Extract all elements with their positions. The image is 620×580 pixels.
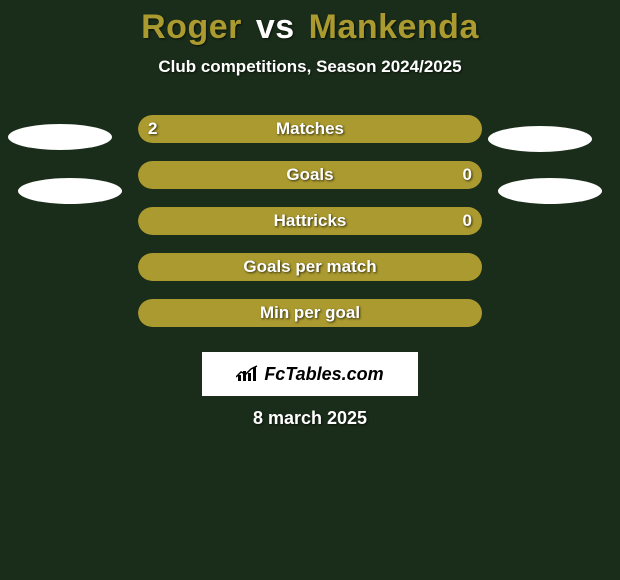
bar-track (138, 253, 482, 281)
stat-value-left: 2 (148, 115, 157, 143)
date-label: 8 march 2025 (0, 408, 620, 429)
stat-row: Goals per match (0, 253, 620, 281)
brand-text: FcTables.com (264, 364, 383, 385)
bar-track (138, 115, 482, 143)
player1-name: Roger (141, 8, 242, 46)
bar-left-fill (138, 207, 482, 235)
bar-track (138, 299, 482, 327)
chart-icon (236, 365, 258, 383)
stat-row: Hattricks0 (0, 207, 620, 235)
stat-row: Min per goal (0, 299, 620, 327)
subtitle: Club competitions, Season 2024/2025 (0, 57, 620, 77)
player2-name: Mankenda (309, 8, 479, 46)
vs-separator: vs (256, 8, 295, 46)
stat-value-right: 0 (463, 207, 472, 235)
bar-track (138, 161, 482, 189)
side-oval (488, 126, 592, 152)
stat-value-right: 0 (463, 161, 472, 189)
side-oval (498, 178, 602, 204)
brand-badge: FcTables.com (202, 352, 418, 396)
side-oval (18, 178, 122, 204)
bar-track (138, 207, 482, 235)
bar-left-fill (138, 253, 482, 281)
comparison-title: Roger vs Mankenda (0, 0, 620, 47)
bar-left-fill (138, 115, 482, 143)
bar-left-fill (138, 161, 482, 189)
bar-left-fill (138, 299, 482, 327)
side-oval (8, 124, 112, 150)
